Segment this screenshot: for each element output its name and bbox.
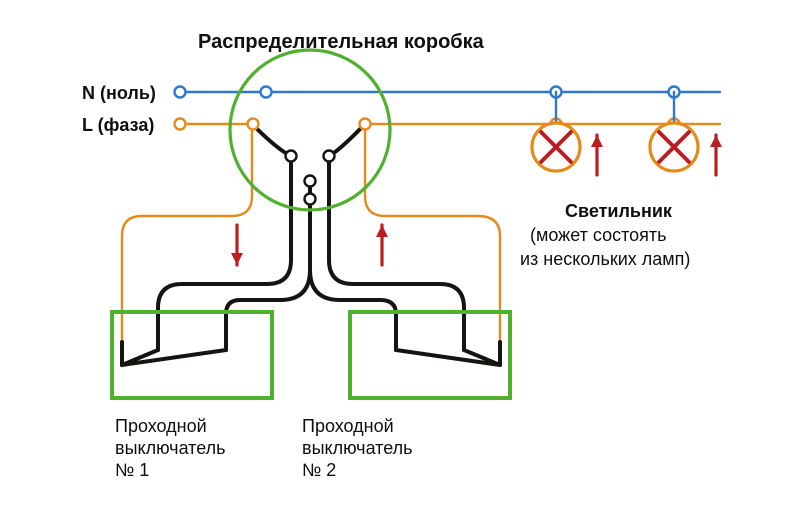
switch1-caption-line1: Проходной: [115, 415, 207, 438]
switch2-caption-line2: выключатель: [302, 437, 413, 460]
lamp-caption-line3: из нескольких ламп): [520, 248, 690, 271]
label-neutral: N (ноль): [82, 82, 156, 105]
switch2-caption-line1: Проходной: [302, 415, 394, 438]
switch1-caption-line3: № 1: [115, 459, 149, 482]
switch1-caption-line2: выключатель: [115, 437, 226, 460]
label-line: L (фаза): [82, 114, 154, 137]
switch2-caption-line3: № 2: [302, 459, 336, 482]
lamp-caption-line1: Светильник: [565, 200, 672, 223]
title-junction-box: Распределительная коробка: [198, 30, 484, 55]
lamp-caption-line2: (может состоять: [530, 224, 667, 247]
